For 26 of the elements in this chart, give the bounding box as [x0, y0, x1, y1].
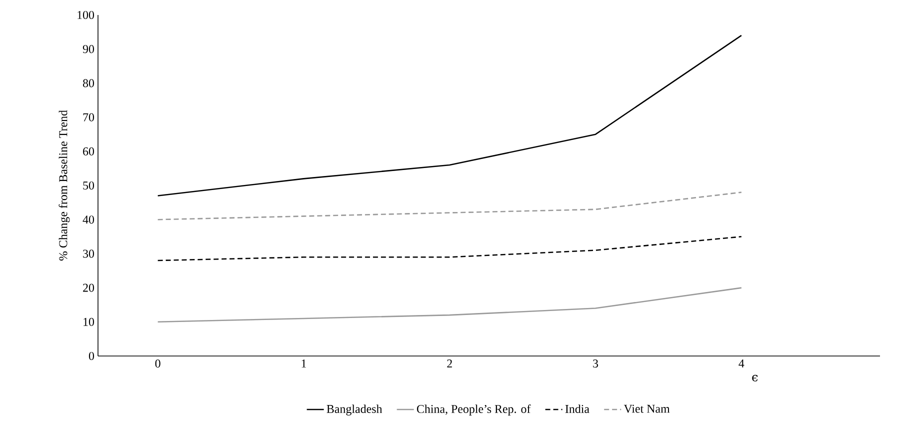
y-tick-label: 30: [83, 250, 94, 258]
line-series: [157, 236, 742, 262]
y-tick-label: 80: [82, 79, 94, 88]
line-series: [157, 287, 742, 323]
legend-label: China, People’s Rep. of: [416, 404, 531, 416]
y-tick-label: 70: [83, 113, 94, 122]
x-axis-title: ϵ: [752, 374, 758, 382]
y-tick-label: 100: [78, 10, 94, 20]
y-tick-label: 40: [82, 216, 94, 224]
y-axis-title: % Change from Baseline Trend: [58, 110, 70, 261]
legend-label: India: [565, 404, 590, 413]
legend-label: Bangladesh: [326, 404, 382, 416]
y-tick-label: 50: [83, 181, 94, 190]
y-tick-label: 90: [82, 45, 94, 54]
y-tick-label: 60: [83, 147, 94, 156]
line-series: [157, 34, 742, 196]
x-tick-label: 0: [155, 360, 160, 368]
legend-label: Viet Nam: [624, 404, 670, 413]
line-series: [157, 192, 742, 220]
x-tick-label: 3: [593, 360, 598, 368]
y-tick-label: 20: [83, 284, 94, 292]
x-tick-label: 4: [738, 360, 744, 368]
x-tick-label: 2: [447, 360, 452, 368]
x-tick-label: 1: [302, 360, 306, 368]
y-tick-label: 0: [88, 352, 94, 360]
y-tick-label: 10: [84, 318, 94, 326]
